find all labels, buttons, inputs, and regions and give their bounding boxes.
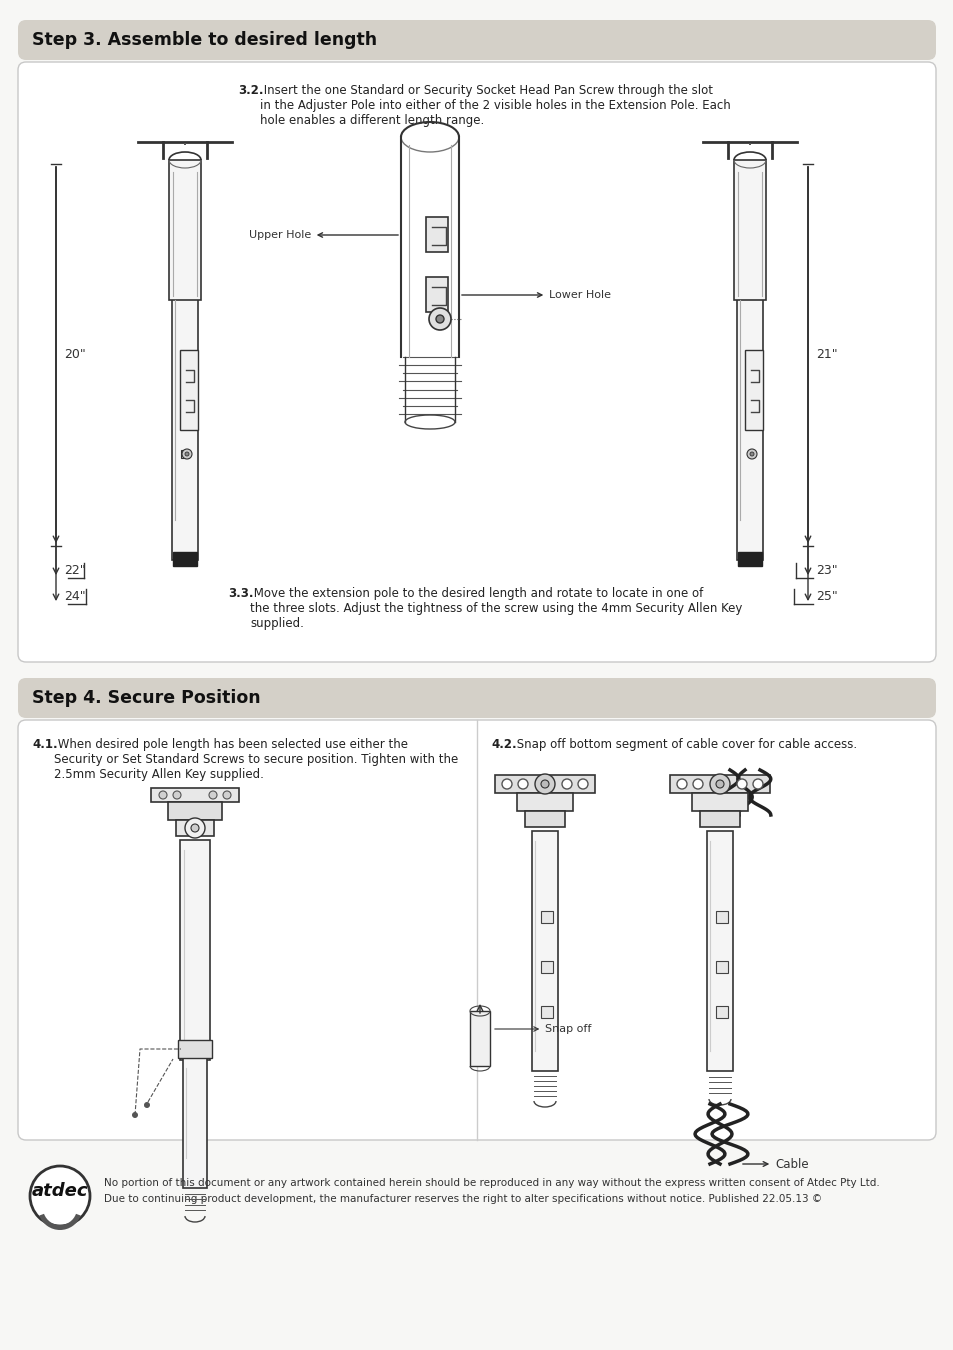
Circle shape xyxy=(30,1166,90,1226)
Circle shape xyxy=(692,779,702,788)
Bar xyxy=(517,792,573,811)
Bar xyxy=(172,552,196,566)
Bar xyxy=(691,792,747,811)
Circle shape xyxy=(677,779,686,788)
Bar xyxy=(540,1006,553,1018)
Bar xyxy=(738,552,761,566)
Text: 4.2.: 4.2. xyxy=(491,738,517,751)
Text: 24": 24" xyxy=(64,590,86,602)
Bar xyxy=(540,911,553,923)
Bar xyxy=(716,1006,727,1018)
Bar xyxy=(169,161,201,300)
Wedge shape xyxy=(39,1214,81,1230)
Text: 23": 23" xyxy=(815,563,837,576)
Bar xyxy=(706,832,732,1071)
Bar xyxy=(540,961,553,973)
Bar xyxy=(181,450,189,458)
Text: Upper Hole: Upper Hole xyxy=(249,230,397,240)
Text: 21": 21" xyxy=(815,348,837,362)
Bar xyxy=(748,143,750,144)
Circle shape xyxy=(172,791,181,799)
Bar xyxy=(180,350,198,431)
Circle shape xyxy=(746,450,757,459)
Circle shape xyxy=(752,779,762,788)
Text: 3.3.: 3.3. xyxy=(228,587,253,599)
Circle shape xyxy=(561,779,572,788)
Circle shape xyxy=(185,818,205,838)
Text: 25": 25" xyxy=(815,590,837,602)
Text: 3.2.: 3.2. xyxy=(237,84,263,97)
Circle shape xyxy=(429,308,451,329)
Circle shape xyxy=(436,315,443,323)
Text: Step 3. Assemble to desired length: Step 3. Assemble to desired length xyxy=(32,31,376,49)
Circle shape xyxy=(578,779,587,788)
Text: Snap off bottom segment of cable cover for cable access.: Snap off bottom segment of cable cover f… xyxy=(513,738,856,751)
Bar xyxy=(426,217,448,252)
Bar xyxy=(532,832,558,1071)
Text: Cable: Cable xyxy=(742,1157,808,1170)
Circle shape xyxy=(144,1102,150,1108)
Text: Lower Hole: Lower Hole xyxy=(461,290,610,300)
FancyBboxPatch shape xyxy=(18,720,935,1139)
Circle shape xyxy=(191,824,199,832)
Circle shape xyxy=(159,791,167,799)
Circle shape xyxy=(540,780,548,788)
Bar xyxy=(495,775,595,792)
Bar xyxy=(737,290,762,560)
Circle shape xyxy=(709,774,729,794)
Text: 20": 20" xyxy=(64,348,86,362)
Circle shape xyxy=(223,791,231,799)
Circle shape xyxy=(209,791,216,799)
Bar xyxy=(168,802,222,819)
Text: When desired pole length has been selected use either the
Security or Set Standa: When desired pole length has been select… xyxy=(54,738,457,782)
Bar xyxy=(716,961,727,973)
Bar xyxy=(180,840,210,1060)
Circle shape xyxy=(716,780,723,788)
Bar xyxy=(744,350,762,431)
Circle shape xyxy=(182,450,192,459)
Text: Insert the one Standard or Security Socket Head Pan Screw through the slot
in th: Insert the one Standard or Security Sock… xyxy=(260,84,730,127)
Bar xyxy=(175,819,213,836)
Circle shape xyxy=(132,1112,138,1118)
FancyBboxPatch shape xyxy=(18,20,935,59)
Bar xyxy=(183,1058,207,1188)
Text: Due to continuing product development, the manufacturer reserves the right to al: Due to continuing product development, t… xyxy=(104,1193,821,1204)
Text: Snap off: Snap off xyxy=(495,1025,591,1034)
Bar xyxy=(669,775,769,792)
Circle shape xyxy=(501,779,512,788)
Text: atdec: atdec xyxy=(31,1183,89,1200)
Circle shape xyxy=(517,779,527,788)
Bar xyxy=(178,1040,212,1058)
Bar xyxy=(151,788,239,802)
Bar xyxy=(426,277,448,312)
Circle shape xyxy=(535,774,555,794)
Bar xyxy=(184,143,186,144)
Bar xyxy=(700,811,740,828)
Text: No portion of this document or any artwork contained herein should be reproduced: No portion of this document or any artwo… xyxy=(104,1179,879,1188)
FancyBboxPatch shape xyxy=(18,62,935,662)
Circle shape xyxy=(737,779,746,788)
Bar xyxy=(716,911,727,923)
Text: 4.1.: 4.1. xyxy=(32,738,57,751)
Bar xyxy=(470,1011,490,1066)
Text: Step 4. Secure Position: Step 4. Secure Position xyxy=(32,688,260,707)
Circle shape xyxy=(749,452,753,456)
Text: 22": 22" xyxy=(64,563,86,576)
FancyBboxPatch shape xyxy=(18,678,935,718)
Bar xyxy=(172,290,198,560)
Bar xyxy=(524,811,564,828)
Text: Move the extension pole to the desired length and rotate to locate in one of
the: Move the extension pole to the desired l… xyxy=(250,587,741,630)
Bar xyxy=(733,161,765,300)
Circle shape xyxy=(185,452,189,456)
